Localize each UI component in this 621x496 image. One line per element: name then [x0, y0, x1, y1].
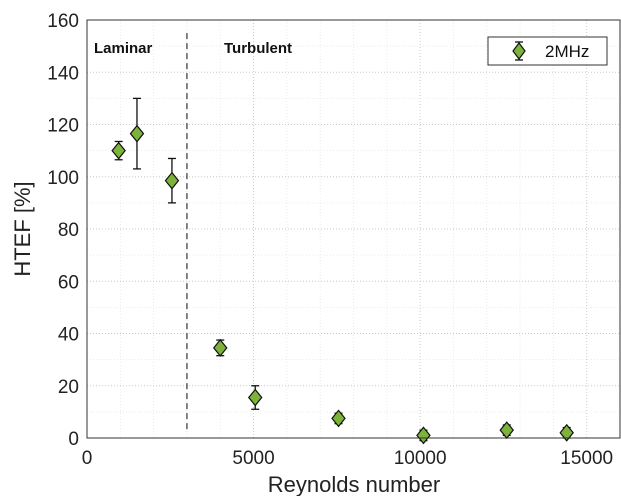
y-tick-label: 80	[58, 220, 79, 241]
x-tick-label: 5000	[232, 448, 274, 469]
y-tick-label: 120	[47, 116, 79, 137]
plot-frame	[86, 19, 621, 439]
data-markers	[111, 124, 574, 445]
y-axis-title: HTEF [%]	[10, 181, 35, 276]
data-point-diamond	[212, 338, 228, 357]
y-tick-label: 160	[47, 11, 79, 32]
data-point-diamond	[416, 426, 431, 445]
legend-box	[487, 36, 608, 66]
data-point-diamond	[247, 388, 263, 407]
data-point-diamond	[164, 171, 180, 190]
y-tick-label: 140	[47, 63, 79, 84]
legend: 2MHz	[487, 36, 608, 66]
x-tick-labels: 0 5000 10000 15000	[82, 448, 613, 469]
y-tick-label: 100	[47, 168, 79, 189]
annotation-turbulent: Turbulent	[224, 40, 292, 57]
x-axis-title: Reynolds number	[268, 472, 440, 496]
x-tick-label: 15000	[560, 448, 613, 469]
y-tick-label: 60	[58, 272, 79, 293]
legend-label: 2MHz	[545, 42, 589, 61]
data-point-diamond	[129, 124, 145, 143]
data-point-diamond	[331, 409, 346, 428]
annotation-laminar: Laminar	[94, 40, 153, 57]
data-point-diamond	[111, 141, 126, 160]
data-point-diamond	[559, 423, 574, 442]
x-tick-label: 10000	[394, 448, 447, 469]
y-tick-label: 0	[68, 429, 79, 450]
legend-diamond-icon	[512, 42, 526, 60]
y-tick-labels: 0 20 40 60 80 100 120 140 160	[47, 11, 79, 450]
y-tick-label: 40	[58, 325, 79, 346]
x-tick-label: 0	[82, 448, 93, 469]
y-tick-label: 20	[58, 377, 79, 398]
